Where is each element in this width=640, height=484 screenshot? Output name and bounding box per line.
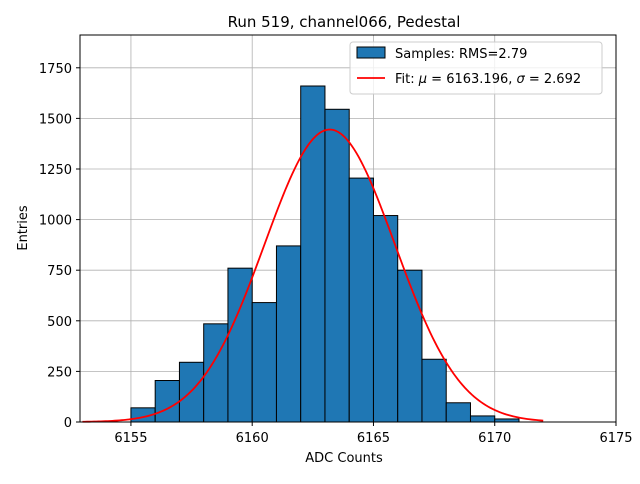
y-tick-label: 750 (47, 264, 72, 279)
x-tick-label: 6160 (236, 431, 269, 446)
y-tick-label: 0 (64, 416, 72, 431)
x-tick-label: 6170 (478, 431, 511, 446)
histogram-bar (251, 302, 277, 423)
y-tick-label: 1250 (39, 163, 72, 178)
y-tick-label: 250 (47, 365, 72, 380)
histogram-bar (397, 269, 423, 423)
legend: Samples: RMS=2.79 Fit: μ = 6163.196, σ =… (349, 41, 603, 95)
histogram-bar (178, 361, 205, 423)
y-tick-label: 500 (47, 315, 72, 330)
histogram-bar (348, 177, 374, 423)
plot-frame (79, 34, 617, 423)
x-tick-label: 6155 (114, 431, 147, 446)
x-axis-label: ADC Counts (305, 451, 383, 466)
fit-curve (82, 128, 544, 423)
legend-fit-label: Fit: μ = 6163.196, σ = 2.692 (395, 72, 581, 87)
histogram-bar (275, 245, 302, 423)
x-axis-ticks: 6155 6160 6165 6170 6175 (114, 422, 633, 446)
x-tick-label: 6175 (599, 431, 632, 446)
legend-samples-label: Samples: RMS=2.79 (395, 47, 527, 62)
histogram-bar (154, 380, 180, 423)
fit-curve-group (82, 128, 544, 423)
y-tick-label: 1500 (39, 112, 72, 127)
y-tick-label: 1000 (39, 214, 72, 229)
legend-box (349, 41, 603, 95)
y-tick-label: 1750 (39, 62, 72, 77)
x-tick-label: 6165 (357, 431, 390, 446)
histogram-bar (324, 108, 350, 423)
histogram-bars (130, 85, 520, 423)
histogram-bar (469, 415, 496, 423)
chart-title: Run 519, channel066, Pedestal (228, 13, 461, 31)
histogram-bar (445, 402, 471, 423)
legend-samples-swatch (356, 46, 386, 59)
histogram-bar (372, 215, 399, 423)
y-axis-ticks: 0 250 500 750 1000 1250 1500 1750 (39, 62, 80, 431)
y-axis-label: Entries (16, 205, 31, 251)
histogram-bar (421, 358, 447, 423)
histogram-bar (227, 267, 253, 423)
histogram-bar (300, 85, 326, 423)
